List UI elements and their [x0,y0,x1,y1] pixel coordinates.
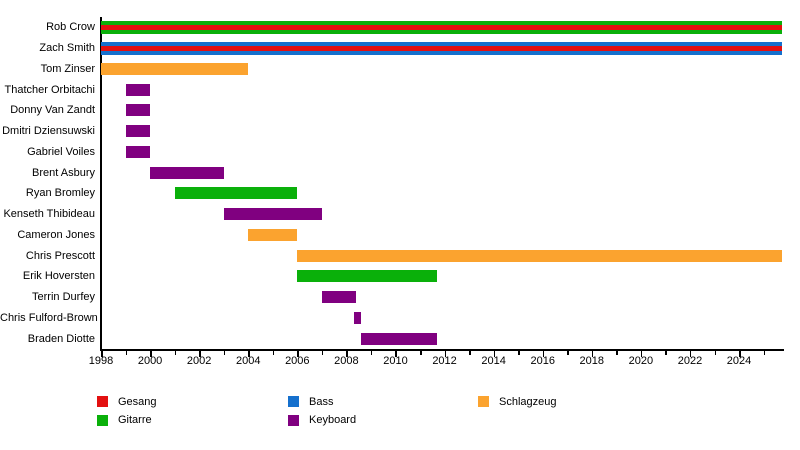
timeline-bar [321,291,357,304]
timeline-bar [150,166,224,179]
x-axis-tick-label: 2000 [137,355,163,367]
x-axis-tick [150,351,152,357]
x-axis-tick-label: 2022 [677,355,703,367]
x-axis-tick-label: 2006 [285,355,310,367]
row-label: Cameron Jones [17,228,95,241]
x-axis-tick [542,351,545,357]
legend-swatch [97,396,108,408]
x-axis-tick [199,351,201,357]
x-axis-line [100,349,784,351]
x-axis-tick [174,351,177,355]
x-axis-tick [640,351,643,357]
x-axis-tick-label: 2016 [530,355,555,367]
timeline-bar [297,270,438,283]
row-label: Gabriel Voiles [27,145,95,158]
x-axis-tick [689,351,692,357]
x-axis-tick [346,351,348,357]
row-label: Kenseth Thibideau [3,208,95,221]
legend-swatch [97,414,108,426]
timeline-bar [101,62,249,75]
row-label: Brent Asbury [32,166,95,179]
row-label: Chris Fulford-Brown [0,311,98,324]
x-axis-tick [444,351,447,357]
x-axis-tick-label: 2012 [432,355,457,367]
x-axis-tick [616,351,618,355]
x-axis-tick [763,351,766,355]
x-axis-tick [321,351,324,355]
x-axis-tick-label: 2002 [186,355,212,367]
x-axis-tick [739,351,741,357]
legend-swatch [288,414,299,426]
x-axis-tick [420,351,422,355]
x-axis-tick [223,351,226,355]
legend-item: Schlagzeug [478,393,557,408]
x-axis-tick-label: 2024 [726,355,752,367]
timeline-bar [101,20,782,34]
timeline-bar [101,41,782,55]
row-label: Erik Hoversten [22,270,95,283]
timeline-bar [297,249,782,262]
timeline-bar [125,83,151,96]
x-axis-tick [469,351,471,355]
timeline-bar [125,145,151,158]
y-axis-line [100,17,102,351]
timeline-bar [248,228,298,241]
x-axis-tick [125,351,128,355]
timeline-bar [174,187,298,200]
legend-label: Keyboard [309,414,357,427]
legend-item: Keyboard [288,412,357,427]
legend-item: Gitarre [97,412,152,427]
x-axis-tick [297,351,299,357]
legend-swatch [288,396,299,408]
timeline-bar [125,125,151,138]
row-label: Ryan Bromley [25,187,95,200]
timeline-bar [125,104,151,117]
x-axis-tick-label: 2008 [334,355,359,367]
row-label: Terrin Durfey [32,291,95,304]
row-label: Rob Crow [46,21,95,34]
x-axis-tick [395,351,397,357]
legend-label: Schlagzeug [499,395,557,408]
x-axis-tick [248,351,250,357]
legend-label: Gesang [118,395,157,408]
legend-item: Gesang [97,393,157,408]
x-axis-tick [714,351,716,355]
legend-swatch [478,396,489,408]
bar-secondary-role-stripe [101,45,782,51]
x-axis-tick-label: 2010 [383,355,408,367]
x-axis-tick-label: 2020 [628,355,654,367]
x-axis-tick-label: 1998 [88,355,114,367]
bar-secondary-role-stripe [101,24,782,30]
x-axis-tick [567,351,569,355]
x-axis-tick [665,351,667,355]
row-label: Thatcher Orbitachi [4,83,95,96]
x-axis-tick [518,351,520,355]
row-label: Zach Smith [39,42,95,55]
legend-label: Bass [309,395,334,408]
legend-label: Gitarre [118,414,152,427]
row-label: Dmitri Dziensuwski [2,125,95,138]
legend-item: Bass [288,393,334,408]
row-label: Chris Prescott [25,249,95,262]
timeline-bar [353,311,362,324]
row-label: Tom Zinser [40,62,95,75]
row-label: Donny Van Zandt [10,104,95,117]
legend: Gesang Gitarre Bass Keyboard Schlagzeug [0,393,800,438]
x-axis-tick [493,351,496,357]
x-axis-tick-label: 2004 [235,355,261,367]
x-axis-tick-label: 2014 [481,355,506,367]
x-axis-tick [101,351,103,357]
row-label: Braden Diotte [27,332,95,345]
timeline-bar [361,332,438,345]
timeline-bar [223,208,322,221]
x-axis-tick [272,351,275,355]
x-axis-tick [591,351,594,357]
x-axis-tick [370,351,373,355]
x-axis-tick-label: 2018 [579,355,605,367]
